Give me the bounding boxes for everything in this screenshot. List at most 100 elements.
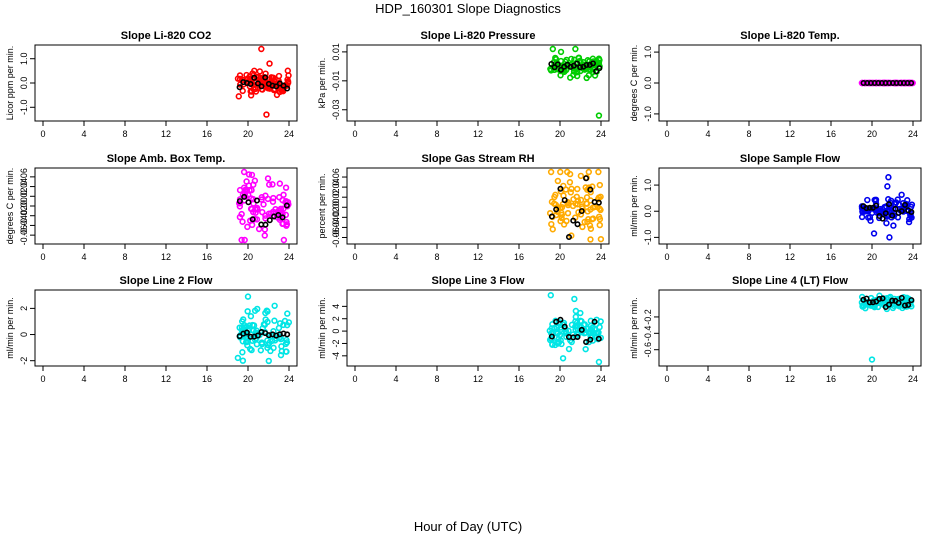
- data-point: [568, 55, 575, 63]
- data-point: [587, 332, 594, 340]
- mean-point: [889, 297, 896, 304]
- x-tick-label: 24: [908, 252, 918, 262]
- outlier-point: [557, 48, 565, 56]
- panel-title: Slope Amb. Box Temp.: [107, 153, 226, 165]
- x-tick-label: 12: [785, 374, 795, 384]
- y-tick-label: 0.00: [19, 197, 29, 215]
- data-point: [577, 196, 585, 204]
- panel-title: Slope Line 3 Flow: [432, 275, 525, 287]
- x-tick-label: 20: [555, 252, 565, 262]
- data-point: [572, 200, 579, 207]
- x-tick-label: 0: [352, 374, 357, 384]
- mean-point: [254, 332, 261, 339]
- y-tick-label: -0.01: [331, 71, 341, 92]
- data-point: [284, 67, 292, 74]
- data-point: [549, 341, 556, 348]
- mean-point: [908, 80, 915, 87]
- y-axis-label: Licor ppm per min.: [5, 46, 15, 121]
- mean-point: [249, 216, 256, 223]
- mean-point: [595, 199, 602, 206]
- panel-title: Slope Li-820 Pressure: [421, 30, 536, 42]
- outlier-point: [583, 74, 590, 82]
- x-tick-label: 16: [514, 252, 524, 262]
- data-point: [558, 204, 566, 211]
- data-point: [564, 168, 571, 176]
- data-point: [255, 225, 263, 233]
- y-tick-label: 0.02: [19, 188, 29, 206]
- mean-point: [279, 214, 286, 221]
- mean-point: [873, 202, 880, 209]
- y-tick-label: -0.02: [331, 207, 341, 228]
- panel-title: Slope Li-820 CO2: [121, 30, 211, 42]
- data-point: [565, 345, 573, 353]
- x-axis-label: Hour of Day (UTC): [413, 519, 523, 534]
- y-tick-label: 2: [331, 316, 341, 321]
- mean-point: [275, 212, 282, 219]
- y-tick-label: -0.4: [643, 326, 653, 342]
- x-tick-label: 4: [393, 374, 398, 384]
- x-tick-label: 16: [826, 374, 836, 384]
- data-point: [269, 198, 277, 205]
- x-tick-label: 4: [393, 129, 398, 139]
- outlier-point: [559, 355, 567, 362]
- x-tick-label: 8: [434, 252, 439, 262]
- x-tick-label: 12: [785, 129, 795, 139]
- mean-point: [251, 74, 258, 81]
- data-point: [285, 319, 293, 326]
- data-point: [261, 321, 269, 328]
- mean-point: [578, 208, 585, 215]
- mean-point: [236, 198, 243, 205]
- mean-point: [574, 221, 581, 228]
- mean-point: [885, 301, 892, 308]
- data-point: [587, 225, 595, 232]
- data-point: [257, 347, 265, 354]
- data-point: [596, 221, 603, 229]
- y-tick-label: -2: [331, 339, 341, 347]
- x-tick-label: 4: [393, 252, 398, 262]
- x-tick-label: 4: [81, 129, 86, 139]
- data-point: [595, 168, 602, 176]
- data-point: [587, 236, 594, 243]
- data-point: [249, 321, 256, 329]
- data-point: [862, 79, 869, 87]
- data-point: [589, 215, 597, 222]
- mean-point: [548, 213, 555, 220]
- data-point: [549, 226, 556, 233]
- y-tick-label: 0.0: [643, 77, 653, 90]
- mean-point: [869, 299, 876, 306]
- data-point: [280, 205, 287, 212]
- y-tick-label: -4: [331, 352, 341, 360]
- data-point: [256, 68, 264, 75]
- x-tick-label: 0: [664, 252, 669, 262]
- y-axis-label: degrees C per min.: [5, 168, 15, 245]
- mean-point: [561, 197, 568, 204]
- outlier-point: [868, 356, 876, 363]
- mean-point: [551, 64, 558, 71]
- data-point: [236, 75, 244, 83]
- outlier-point: [885, 174, 892, 181]
- y-tick-label: 0.00: [331, 198, 341, 216]
- x-tick-label: 8: [122, 374, 127, 384]
- data-point: [275, 324, 283, 332]
- data-point: [244, 337, 251, 345]
- data-point: [247, 92, 255, 99]
- mean-point: [879, 295, 886, 302]
- outlier-point: [271, 302, 278, 309]
- data-point: [575, 54, 583, 61]
- data-point: [277, 205, 285, 212]
- x-tick-label: 24: [284, 129, 294, 139]
- y-tick-label: 0: [331, 329, 341, 334]
- panel-title: Slope Li-820 Temp.: [740, 30, 839, 42]
- mean-point: [876, 295, 883, 302]
- data-point: [563, 217, 570, 225]
- outlier-point: [595, 358, 603, 366]
- data-point: [253, 341, 261, 348]
- data-point: [557, 168, 564, 176]
- data-point: [558, 211, 566, 219]
- data-point: [271, 317, 278, 324]
- data-point: [277, 351, 285, 359]
- data-point: [240, 168, 248, 176]
- data-point: [275, 72, 283, 80]
- data-point: [244, 223, 251, 231]
